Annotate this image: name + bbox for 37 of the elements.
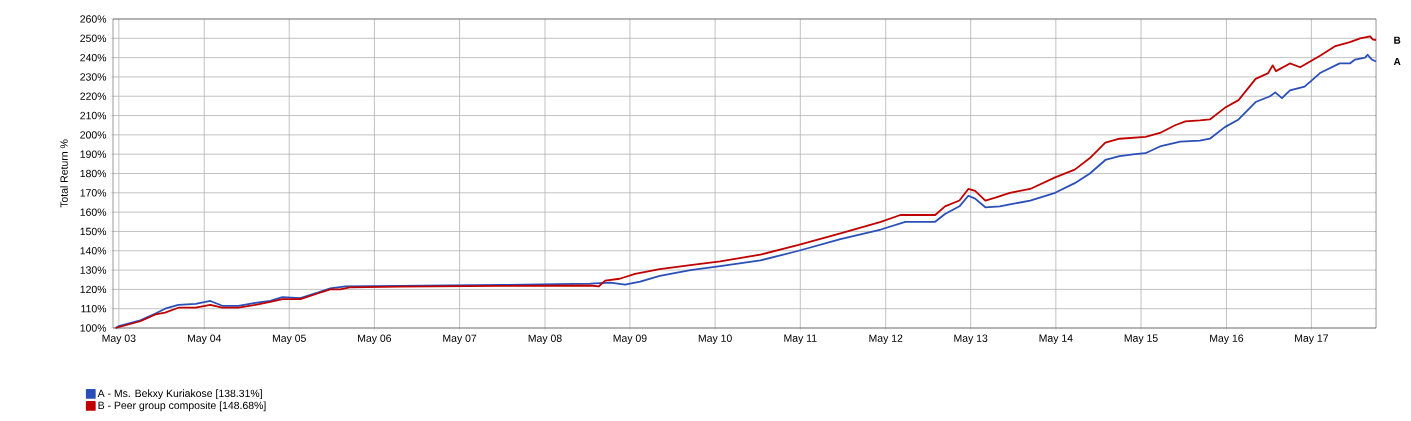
x-tick-label: May 03 [102,334,136,344]
y-tick-label: 230% [80,73,107,81]
y-tick-label: 250% [80,34,107,43]
x-tick-label: May 04 [187,334,222,344]
y-tick-label: 180% [80,169,107,178]
x-tick-label: May 16 [1210,334,1244,344]
annotation: A [1393,58,1401,65]
legend-label: B - Peer group composite [148.68%] [98,401,266,412]
x-tick-label: May 15 [1124,334,1158,344]
y-tick-label: 110% [81,304,107,313]
x-tick-label: May 13 [954,334,988,344]
x-tick-label: May 08 [528,334,562,344]
x-tick-label: May 06 [358,334,392,344]
y-tick-label: 200% [80,131,107,139]
y-tick-label: 220% [80,92,107,100]
x-tick-label: May 05 [272,334,306,344]
y-tick-label: 210% [80,111,107,120]
x-tick-label: May 12 [869,334,903,344]
y-tick-label: 170% [80,189,107,197]
legend-label: A - Ms. Bekxy Kuriakose [138.31%] [97,389,262,400]
x-tick-label: May 14 [1039,334,1073,344]
x-tick-label: May 11 [784,334,817,344]
x-tick-label: May 07 [443,334,477,344]
y-tick-label: 120% [80,285,107,294]
y-tick-label: 190% [80,150,107,158]
y-tick-label: 150% [80,227,107,236]
y-tick-label: 140% [80,247,107,255]
x-tick-label: May 10 [698,334,732,344]
y-tick-label: 240% [80,53,107,62]
x-tick-label: May 17 [1295,334,1328,344]
annotation: B [1394,36,1401,44]
y-tick-label: 260% [80,15,107,23]
y-axis-title: Total Return % [60,139,68,208]
y-tick-label: 160% [80,208,107,216]
y-tick-label: 100% [80,324,107,332]
y-tick-label: 130% [80,266,107,274]
x-tick-label: May 09 [613,334,647,344]
